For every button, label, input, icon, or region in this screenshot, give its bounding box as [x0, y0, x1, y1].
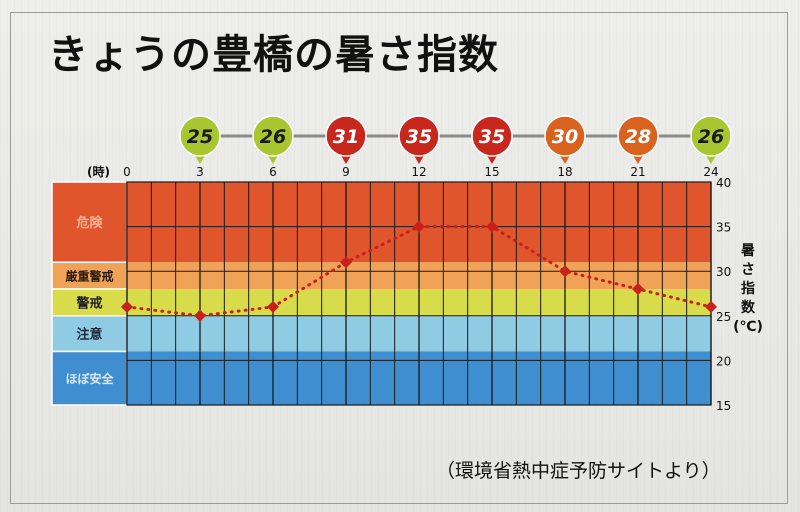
forecast-pin: [252, 115, 294, 157]
x-tick-label: 3: [196, 165, 204, 179]
y-tick-label: 30: [716, 265, 731, 279]
data-point: [559, 265, 571, 278]
chart-title: きょうの豊橋の暑さ指数: [48, 32, 499, 78]
forecast-pin: [471, 115, 513, 157]
y-tick-label: 40: [716, 176, 731, 190]
band-label-0: 危険: [76, 215, 103, 231]
data-point: [413, 220, 425, 233]
forecast-pin: [325, 115, 367, 157]
forecast-value: 25: [187, 126, 213, 148]
y-axis-label-part: 指: [741, 280, 755, 297]
article-frame: [10, 12, 788, 504]
band-label-box-2: [51, 288, 128, 317]
data-point: [486, 220, 498, 233]
x-tick-label: 21: [630, 165, 645, 179]
y-axis-label-part: 数: [741, 299, 756, 316]
data-point: [121, 300, 133, 313]
y-axis-label-part: 暑: [741, 243, 755, 259]
y-tick-label: 35: [716, 221, 731, 235]
data-point: [705, 300, 717, 313]
forecast-pin: [179, 115, 221, 157]
data-point: [340, 256, 352, 269]
forecast-pin: [398, 115, 440, 157]
forecast-value: 26: [698, 126, 724, 148]
source-note: （環境省熱中症予防サイトより）: [436, 460, 721, 482]
band-label-2: 警戒: [76, 295, 102, 311]
forecast-value: 26: [260, 126, 286, 148]
forecast-value: 35: [479, 126, 505, 148]
x-tick-label: 15: [484, 165, 499, 179]
forecast-value: 31: [333, 126, 359, 148]
y-axis-label-part: (℃): [733, 319, 763, 335]
forecast-pin: [544, 115, 586, 157]
forecast-value: 28: [625, 126, 651, 148]
x-tick-label: 18: [557, 165, 572, 179]
data-point: [194, 309, 206, 322]
band-label-4: ほぼ安全: [65, 371, 114, 386]
band-label-box-4: [51, 350, 128, 406]
plot-border: [126, 181, 712, 406]
data-point: [267, 300, 279, 313]
forecast-value: 35: [406, 126, 432, 148]
x-tick-label: 12: [411, 165, 426, 179]
y-tick-label: 15: [716, 399, 731, 413]
x-tick-label: 24: [703, 165, 718, 179]
y-tick-label: 25: [716, 310, 731, 324]
x-tick-label: 6: [269, 165, 277, 179]
forecast-value: 30: [552, 126, 578, 148]
forecast-pin: [617, 115, 659, 157]
x-tick-label: 9: [342, 165, 350, 179]
band-label-1: 厳重警戒: [65, 269, 113, 284]
data-point: [632, 283, 644, 296]
x-tick-label: 0: [123, 165, 131, 179]
forecast-pin: [690, 115, 732, 157]
x-axis-unit-label: (時): [87, 164, 110, 179]
band-label-3: 注意: [76, 327, 102, 343]
y-axis-label-part: さ: [741, 262, 755, 278]
y-tick-label: 20: [716, 354, 731, 368]
